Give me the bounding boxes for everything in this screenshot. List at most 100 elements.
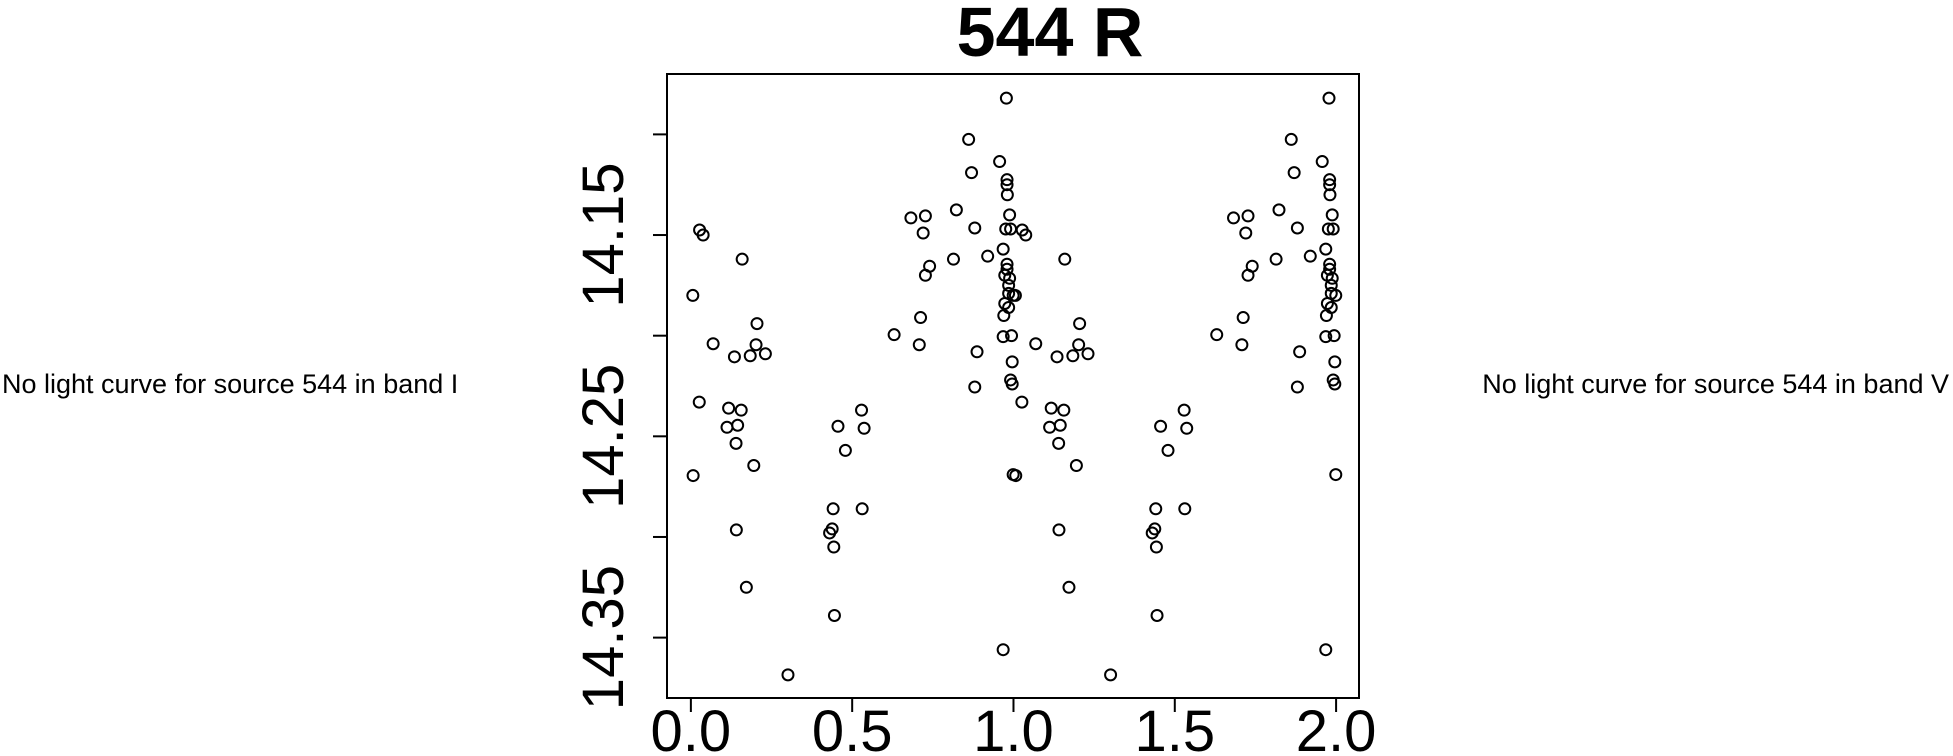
scatter-point (1019, 228, 1033, 242)
scatter-point (831, 419, 845, 433)
scatter-point (1319, 643, 1333, 657)
scatter-point (1066, 349, 1080, 363)
scatter-point (887, 328, 901, 342)
scatter-point (827, 540, 841, 554)
scatter-point (1161, 443, 1175, 457)
scatter-point (996, 242, 1010, 256)
scatter-point (857, 421, 871, 435)
scatter-point (1180, 421, 1194, 435)
scatter-point (692, 395, 706, 409)
scatter-point (1329, 288, 1343, 302)
scatter-point (1290, 221, 1304, 235)
scatter-point (827, 608, 841, 622)
scatter-point (855, 403, 869, 417)
x-axis-tick-label: 2.0 (1296, 699, 1377, 756)
scatter-point (1319, 330, 1333, 344)
scatter-point (1052, 523, 1066, 537)
scatter-point (962, 132, 976, 146)
scatter-point (1072, 338, 1086, 352)
scatter-point (949, 203, 963, 217)
scatter-point (1319, 309, 1333, 323)
scatter-point (1069, 459, 1083, 473)
scatter-point (750, 317, 764, 331)
scatter-point (1057, 403, 1071, 417)
scatter-point (722, 401, 736, 415)
scatter-point (1235, 338, 1249, 352)
scatter-point (999, 222, 1013, 236)
scatter-point (686, 469, 700, 483)
scatter-point (1320, 296, 1334, 310)
y-axis-tick-label: 14.35 (571, 565, 636, 710)
scatter-point (1322, 91, 1336, 105)
scatter-point (1241, 209, 1255, 223)
scatter-point (1015, 395, 1029, 409)
scatter-point (1323, 262, 1337, 276)
scatter-point (727, 350, 741, 364)
scatter-point (1005, 377, 1019, 391)
scatter-point (1293, 345, 1307, 359)
scatter-point (1000, 173, 1014, 187)
scatter-point (970, 345, 984, 359)
scatter-point (855, 502, 869, 516)
scatter-point (1043, 420, 1057, 434)
scatter-point (1050, 350, 1064, 364)
scatter-point (1000, 188, 1014, 202)
scatter-point (743, 349, 757, 363)
x-axis-tick-label: 0.5 (812, 699, 893, 756)
scatter-point (916, 226, 930, 240)
scatter-point (1272, 203, 1286, 217)
scatter-point (1149, 502, 1163, 516)
scatter-point (739, 580, 753, 594)
scatter-point (904, 211, 918, 225)
scatter-point (1073, 317, 1087, 331)
scatter-point (1149, 540, 1163, 554)
scatter-point (1177, 403, 1191, 417)
scatter-point (1328, 377, 1342, 391)
scatter-point (968, 221, 982, 235)
scatter-point (1009, 469, 1023, 483)
scatter-point (1329, 468, 1343, 482)
scatter-point (1321, 222, 1335, 236)
scatter-point (1062, 580, 1076, 594)
scatter-point (696, 228, 710, 242)
scatter-point (918, 268, 932, 282)
scatter-point (1053, 418, 1067, 432)
scatter-point (968, 380, 982, 394)
scatter-point (914, 311, 928, 325)
scatter-point (912, 338, 926, 352)
scatter-point (1052, 436, 1066, 450)
scatter-point (1003, 208, 1017, 222)
scatter-point (1044, 401, 1058, 415)
scatter-point (965, 166, 979, 180)
x-axis-tick-label: 1.0 (973, 699, 1054, 756)
scatter-point (749, 338, 763, 352)
chart-title: 544 R (957, 0, 1144, 71)
scatter-point (729, 523, 743, 537)
scatter-point (1005, 355, 1019, 369)
scatter-point (1150, 608, 1164, 622)
scatter-point (1005, 329, 1019, 343)
scatter-point (999, 91, 1013, 105)
scatter-point (1323, 173, 1337, 187)
x-axis-tick-label: 0.0 (651, 699, 732, 756)
scatter-point (1003, 271, 1017, 285)
scatter-point (1326, 222, 1340, 236)
scatter-point (747, 459, 761, 473)
scatter-point (1325, 208, 1339, 222)
y-axis-tick-label: 14.15 (571, 162, 636, 307)
no-curve-message-band-v: No light curve for source 544 in band V (1482, 369, 1949, 399)
scatter-point (1058, 252, 1072, 266)
scatter-point (1236, 311, 1250, 325)
scatter-point (781, 668, 795, 682)
scatter-point (735, 252, 749, 266)
scatter-point (720, 420, 734, 434)
scatter-point (996, 330, 1010, 344)
scatter-point (758, 347, 772, 361)
x-axis-tick-label: 1.5 (1134, 699, 1215, 756)
scatter-point (1284, 132, 1298, 146)
scatter-point (826, 502, 840, 516)
scatter-point (1008, 288, 1022, 302)
scatter-point (1210, 328, 1224, 342)
